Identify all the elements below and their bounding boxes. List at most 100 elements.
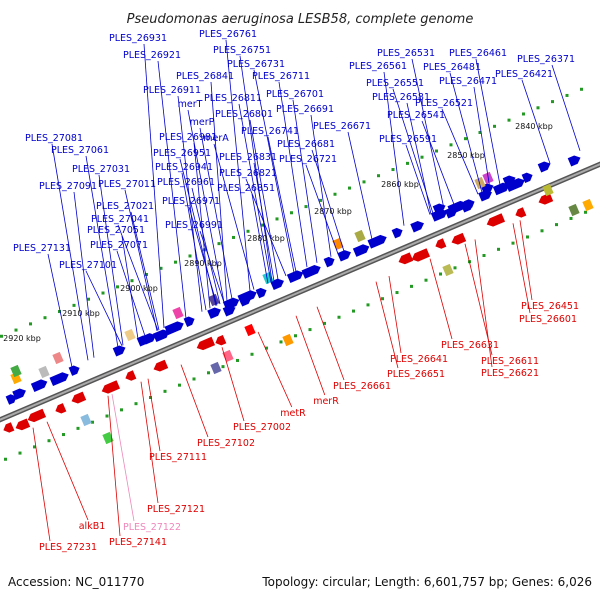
tick-dot-inner [178, 383, 181, 387]
tick-dot-inner [381, 297, 384, 301]
tick-dot-inner [540, 229, 544, 233]
reverse-gene-label: PLES_26451 [521, 301, 579, 312]
reverse-gene-label: merR [313, 396, 339, 407]
misc-feature [210, 361, 222, 375]
reverse-gene [215, 334, 227, 346]
reverse-leader [429, 258, 453, 340]
tick-dot-outer [580, 87, 583, 91]
reverse-gene [15, 418, 31, 431]
forward-gene-label: PLES_26841 [176, 71, 234, 82]
tick-dot-inner [497, 247, 500, 251]
tick-dot-outer [348, 186, 351, 190]
forward-leader [406, 102, 432, 215]
reverse-gene-label: PLES_27111 [149, 452, 207, 463]
reverse-gene [55, 403, 67, 414]
forward-leader [473, 86, 491, 190]
reverse-gene-label: PLES_26661 [333, 381, 391, 392]
reverse-leader [46, 421, 89, 521]
forward-leader [521, 79, 551, 164]
forward-leader [449, 72, 483, 193]
reverse-gene-label: alkB1 [79, 521, 106, 532]
forward-gene-label: PLES_26951 [153, 148, 211, 159]
forward-leader [245, 178, 287, 277]
forward-gene-label: PLES_26681 [277, 139, 335, 150]
tick-dot-outer [43, 316, 47, 320]
forward-leader [191, 187, 221, 305]
forward-gene [286, 270, 304, 283]
forward-gene [432, 203, 446, 215]
forward-gene-label: PLES_26471 [439, 76, 497, 87]
misc-feature [582, 198, 594, 212]
reverse-leader [316, 306, 345, 381]
reverse-gene-label: PLES_27141 [109, 537, 167, 548]
reverse-gene-label: PLES_26631 [441, 340, 499, 351]
forward-gene-label: PLES_26701 [266, 89, 324, 100]
tick-dot-inner [584, 210, 587, 214]
forward-gene [478, 190, 492, 202]
forward-gene-label: PLES_26821 [219, 168, 277, 179]
misc-feature [102, 431, 114, 445]
tick-dot-inner [4, 457, 7, 461]
tick-dot-inner [134, 402, 138, 406]
forward-gene [30, 379, 48, 392]
tick-dot-inner [511, 241, 515, 245]
tick-dot-outer [551, 100, 554, 104]
reverse-leader [140, 381, 159, 504]
forward-gene [430, 209, 448, 222]
forward-leader [213, 143, 255, 290]
tick-dot-inner [221, 365, 225, 369]
forward-leader [383, 71, 405, 226]
tick-labels: 2840 kbp 2850 kbp 2860 kbp 2870 kbp 2880 kbp… [3, 122, 553, 343]
forward-leader [305, 164, 339, 254]
misc-feature [542, 183, 554, 197]
forward-leader [73, 191, 95, 358]
forward-gene-label: PLES_26561 [349, 61, 407, 72]
forward-gene-label: PLES_26971 [162, 196, 220, 207]
tick-dot-outer [275, 217, 279, 221]
reverse-gene [196, 336, 216, 351]
forward-gene [460, 201, 474, 213]
forward-gene-label: PLES_26831 [219, 152, 277, 163]
tick-dot-outer [536, 106, 540, 110]
forward-leader [193, 142, 211, 309]
tick-dot-outer [333, 192, 337, 196]
forward-gene-label: PLES_26941 [155, 162, 213, 173]
forward-leader [199, 127, 233, 300]
reverse-gene [101, 380, 121, 394]
forward-gene-label: PLES_26811 [204, 93, 262, 104]
forward-leader [347, 131, 373, 240]
reverse-leader [257, 331, 293, 408]
reverse-gene-label: PLES_26651 [387, 369, 445, 380]
tick-dot-inner [18, 451, 22, 455]
misc-feature [568, 203, 580, 217]
tick-dot-inner [352, 309, 355, 313]
tick-dot-inner [192, 377, 196, 381]
tick-dot-outer [290, 211, 293, 215]
forward-leader [311, 149, 345, 252]
forward-leader [130, 211, 160, 331]
forward-gene-label: PLES_26691 [276, 104, 334, 115]
tick-dot-inner [410, 284, 413, 288]
reverse-leader [180, 364, 209, 438]
accession-text: Accession: NC_011770 [8, 575, 144, 589]
tick-dot-outer [72, 303, 76, 307]
tick-dot-inner [555, 223, 558, 227]
forward-gene [112, 345, 126, 357]
forward-leader [475, 58, 501, 185]
tick-dot-outer [435, 149, 438, 153]
forward-gene-label: PLES_26541 [387, 110, 445, 121]
tick-dot-outer [217, 242, 221, 246]
tick-dot-outer [377, 174, 380, 178]
tick-dot-inner [47, 439, 51, 443]
tick-dot-inner [323, 321, 326, 325]
reverse-gene-label: PLES_27231 [39, 542, 97, 553]
tick-dot-inner [424, 278, 428, 282]
forward-gene-label: PLES_27051 [87, 225, 145, 236]
tick-dot-inner [279, 340, 283, 344]
forward-leader [157, 60, 187, 319]
genome-backbone [0, 161, 600, 423]
forward-leader [85, 270, 123, 346]
tick-dot-inner [453, 266, 457, 270]
reverse-gene-label: metR [280, 408, 306, 419]
forward-gene [352, 244, 370, 257]
